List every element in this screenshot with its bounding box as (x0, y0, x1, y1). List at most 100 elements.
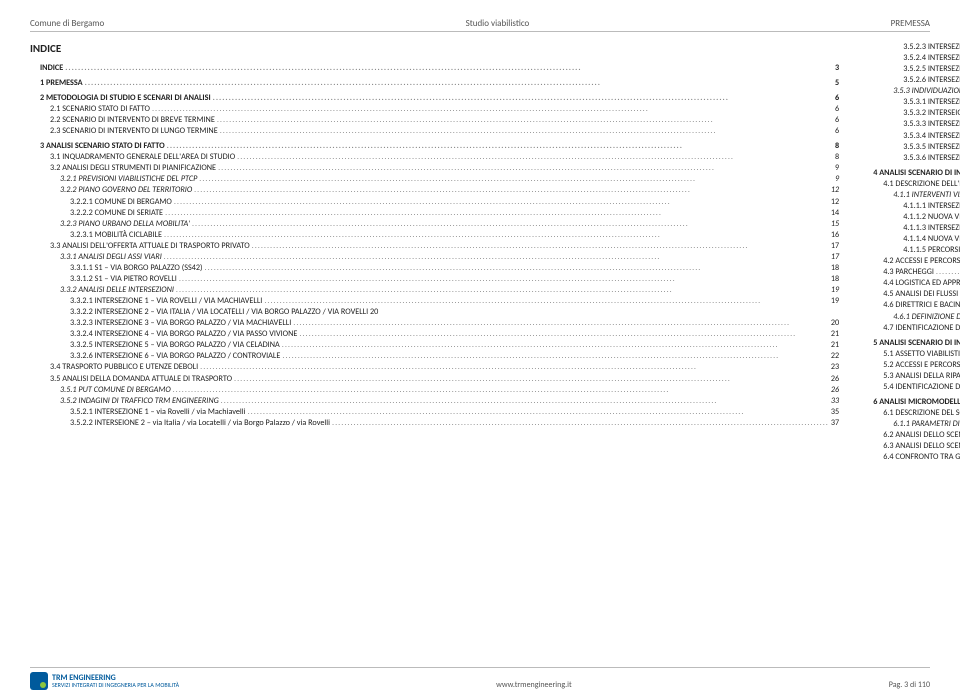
toc-dots (164, 230, 829, 241)
toc-dots (248, 407, 829, 418)
toc-entry: 3.2 ANALISI DEGLI STRUMENTI DI PIANIFICA… (50, 163, 839, 174)
toc-entry: 3.3.2.6 INTERSEZIONE 6 – VIA BORGO PALAZ… (70, 351, 839, 362)
toc-label: 3.5.3.3 INTERSEZIONE 3 – via Borgo Palaz… (903, 119, 960, 130)
toc-label: 6.2 ANALISI DELLO SCENARIO DI BREVE TERM… (883, 430, 960, 441)
toc-label: 3.2.1 PREVISIONI VIABILISTICHE DEL PTCP (60, 174, 199, 185)
toc-entry: 3.2.3 PIANO URBANO DELLA MOBILITA'15 (60, 219, 839, 230)
toc-entry: 3.5.3.2 INTERSEIONE 2 – via Italia / via… (903, 108, 960, 119)
toc-label: 3.3.2.2 INTERSEZIONE 2 – VIA ITALIA / VI… (70, 307, 380, 318)
toc-page: 17 (829, 241, 839, 252)
toc-entry: 4.5 ANALISI DEI FLUSSI POTENZIALMENTE IN… (883, 289, 960, 300)
toc-label: 3.5.2.6 INTERSEZIONE 6 – via Borgo Palaz… (903, 75, 960, 86)
toc-entry: 4.4 LOGISTICA ED APPROVVIGIONAMENTO MERC… (883, 278, 960, 289)
toc-label: 2 METODOLOGIA DI STUDIO E SCENARI DI ANA… (40, 93, 213, 104)
toc-dots (936, 267, 960, 278)
toc-label: 3.3.2.5 INTERSEZIONE 5 – VIA BORGO PALAZ… (70, 340, 282, 351)
toc-entry: 3.5.3.4 INTERSEZIONE 4 – Via Borgo Palaz… (903, 131, 960, 142)
left-column: INDICE INDICE31 PREMESSA52 METODOLOGIA D… (30, 42, 839, 463)
toc-page: 15 (829, 219, 839, 230)
toc-page: 12 (829, 185, 839, 196)
toc-label: 3.2 ANALISI DEGLI STRUMENTI DI PIANIFICA… (50, 163, 218, 174)
toc-title: INDICE (30, 42, 839, 57)
toc-label: 4.6 DIRETTRICI E BACINO D'UTENZA (883, 300, 960, 311)
toc-label: 3.5.2.1 INTERSEZIONE 1 – via Rovelli / v… (70, 407, 248, 418)
toc-entry: 4.1 DESCRIZIONE DELL'INTERVENTO52 (883, 179, 960, 190)
toc-page: 26 (829, 385, 839, 396)
toc-label: 5.2 ACCESSI E PERCORSI VEICOLARI (883, 360, 960, 371)
toc-label: 3.5.2.4 INTERSEZIONE 4 – Via Borgo Palaz… (903, 53, 960, 64)
header-left: Comune di Bergamo (30, 18, 104, 29)
toc-label: 1 PREMESSA (40, 78, 85, 89)
toc-label: 4.1.1.1 INTERSEZIONE A ROTATORIA VIA BOR… (903, 201, 960, 212)
toc-label: 5.3 ANALISI DELLA RIPARTIZIONE DEI FLUSS… (883, 371, 960, 382)
logo-sub: SERVIZI INTEGRATI DI INGEGNERIA PER LA M… (52, 681, 179, 689)
toc-entry: 2.2 SCENARIO DI INTERVENTO DI BREVE TERM… (50, 115, 839, 126)
toc-dots (200, 362, 829, 373)
toc-entry: 3.5.2.5 INTERSEZIONE 5 – via Borgo Palaz… (903, 64, 960, 75)
toc-entry: 4.1.1.4 NUOVA VIABILITA' AD EST DELL'ARE… (903, 234, 960, 245)
toc-entry: 6.2 ANALISI DELLO SCENARIO DI BREVE TERM… (883, 430, 960, 441)
toc-label: 3.3.2.1 INTERSEZIONE 1 – VIA ROVELLI / V… (70, 296, 264, 307)
toc-label: 3.2.2 PIANO GOVERNO DEL TERRITORIO (60, 185, 194, 196)
toc-entry: 6.3 ANALISI DELLO SCENARIO DI LUNGO TERM… (883, 441, 960, 452)
toc-dots (173, 385, 829, 396)
toc-label: 4.1.1.5 PERCORSI PEDONALI E CICLABILI IN… (903, 245, 960, 256)
toc-label: 4.1.1.3 INTERSEZIONE A ROTATORIA SU VIA … (903, 223, 960, 234)
toc-entry: 3.5.3.5 INTERSEZIONE 5 – via Borgo Palaz… (903, 142, 960, 153)
toc-entry: 3.3.2.4 INTERSEZIONE 4 – VIA BORGO PALAZ… (70, 329, 839, 340)
toc-dots (220, 126, 833, 137)
toc-entry: 6.4 CONFRONTO TRA GLI SCENARI ANALIZZATI… (883, 452, 960, 463)
toc-entry: 3.5.1 PUT COMUNE DI BERGAMO 26 (60, 385, 839, 396)
toc-page: 16 (829, 230, 839, 241)
toc-label: 3.3 ANALISI DELL'OFFERTA ATTUALE DI TRAS… (50, 241, 252, 252)
toc-entry: 4.6.1 DEFINIZIONE DELLE DIRETTRICI61 (893, 312, 960, 323)
toc-label: 3.5.2 INDAGINI DI TRAFFICO TRM ENGINEERI… (60, 396, 221, 407)
toc-dots (213, 93, 833, 104)
toc-label: 3.3.2.4 INTERSEZIONE 4 – VIA BORGO PALAZ… (70, 329, 299, 340)
toc-entry: 4 ANALISI SCENARIO DI INTERVENTO DI BREV… (873, 168, 960, 179)
toc-page: 3 (833, 63, 839, 74)
toc-page: 12 (829, 197, 839, 208)
toc-entry: 4.7 IDENTIFICAZIONE DELLO SCENARIO DI BR… (883, 323, 960, 334)
toc-page: 17 (829, 252, 839, 263)
toc-entry: 4.1.1.3 INTERSEZIONE A ROTATORIA SU VIA … (903, 223, 960, 234)
header-center: Studio viabilistico (466, 18, 530, 29)
toc-dots (264, 296, 829, 307)
toc-label: 3.3.2.6 INTERSEZIONE 6 – VIA BORGO PALAZ… (70, 351, 282, 362)
toc-entry: 3.5.2.1 INTERSEZIONE 1 – via Rovelli / v… (70, 407, 839, 418)
toc-entry: 3.2.2.2 COMUNE DI SERIATE14 (70, 208, 839, 219)
toc-dots (299, 329, 829, 340)
toc-page: 6 (833, 115, 839, 126)
toc-entry: 6.1.1 PARAMETRI DI VALUTAZIONE71 (893, 419, 960, 430)
toc-label: 2.3 SCENARIO DI INTERVENTO DI LUNGO TERM… (50, 126, 220, 137)
toc-page: 19 (829, 296, 839, 307)
toc-label: 3.5.1 PUT COMUNE DI BERGAMO (60, 385, 173, 396)
toc-entry: 3.3.2 ANALISI DELLE INTERSEZIONI19 (60, 285, 839, 296)
toc-dots (252, 241, 829, 252)
toc-entry: 3 ANALISI SCENARIO STATO DI FATTO8 (40, 141, 839, 152)
toc-entry: 3.3.1 ANALISI DEGLI ASSI VIARI17 (60, 252, 839, 263)
toc-entry: 2.3 SCENARIO DI INTERVENTO DI LUNGO TERM… (50, 126, 839, 137)
toc-entry: 3.5.2.2 INTERSEIONE 2 – via Italia / via… (70, 418, 839, 429)
toc-entry: 3.3.2.3 INTERSEZIONE 3 – VIA BORGO PALAZ… (70, 318, 839, 329)
toc-label: 4.1.1 INTERVENTI VIABILISTICI PREVISTI D… (893, 190, 960, 201)
toc-label: 4.1 DESCRIZIONE DELL'INTERVENTO (883, 179, 960, 190)
toc-entry: 3.5.3 INDIVIDUAZIONE DELL'ORA DI PUNTA47 (893, 86, 960, 97)
toc-entry: 3.3 ANALISI DELL'OFFERTA ATTUALE DI TRAS… (50, 241, 839, 252)
toc-entry: 3.5.3.1 INTERSEZIONE 1 – via Rovelli / v… (903, 97, 960, 108)
toc-page: 6 (833, 93, 839, 104)
toc-entry: 3.5.2.6 INTERSEZIONE 6 – via Borgo Palaz… (903, 75, 960, 86)
toc-label: 6.1 DESCRIZIONE DEL SOFTWARE VISSIM (883, 408, 960, 419)
toc-page: 18 (829, 274, 839, 285)
toc-entry: 4.1.1.1 INTERSEZIONE A ROTATORIA VIA BOR… (903, 201, 960, 212)
toc-label: 3 ANALISI SCENARIO STATO DI FATTO (40, 141, 167, 152)
toc-dots (192, 219, 829, 230)
toc-label: 6.4 CONFRONTO TRA GLI SCENARI ANALIZZATI (883, 452, 960, 463)
toc-entry: 3.2.2.1 COMUNE DI BERGAMO12 (70, 197, 839, 208)
header-right: PREMESSA (891, 18, 930, 29)
toc-entry: 4.3 PARCHEGGI59 (883, 267, 960, 278)
toc-label: 3.2.3.1 MOBILITÀ CICLABILE (70, 230, 164, 241)
toc-dots (65, 63, 833, 74)
toc-page: 19 (829, 285, 839, 296)
toc-entry: 5.2 ACCESSI E PERCORSI VEICOLARI66 (883, 360, 960, 371)
